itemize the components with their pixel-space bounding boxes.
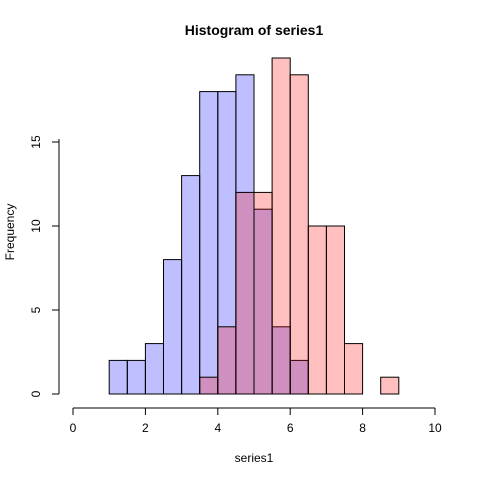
y-tick-label: 5 (29, 306, 43, 313)
x-tick-label: 6 (287, 421, 294, 435)
histogram-bar-series2-bin-6 (307, 225, 327, 395)
x-tick-label: 10 (428, 421, 442, 435)
y-tick-label: 10 (29, 219, 43, 233)
x-tick-label: 4 (214, 421, 221, 435)
histogram-bar-series2-bin-5 (289, 74, 309, 395)
x-tick-label: 2 (142, 421, 149, 435)
histogram-bar-series2-bin-2 (235, 191, 255, 395)
y-ticks-group: 0 5 10 15 (29, 135, 59, 397)
y-axis-label: Frequency (3, 204, 17, 261)
histogram-bar-series2-bin-0 (199, 376, 219, 395)
bars-group (108, 57, 400, 395)
histogram-bar-series2-bin-8 (344, 343, 364, 395)
histogram-bar-series1-bin-5 (199, 91, 219, 395)
histogram-bar-series2-bin-4 (271, 57, 291, 395)
y-tick-label: 15 (29, 135, 43, 149)
histogram-bar-series2-bin-3 (253, 191, 273, 395)
histogram-bar-series2-bin-9 (380, 376, 400, 395)
histogram-bar-series2-bin-7 (325, 225, 345, 395)
histogram-bar-series2-bin-1 (217, 326, 237, 395)
histogram-bar-series1-bin-3 (163, 259, 183, 395)
x-axis-label: series1 (235, 451, 274, 465)
x-tick-label: 8 (359, 421, 366, 435)
histogram-bar-series1-bin-2 (144, 343, 164, 395)
histogram-bar-series1-bin-4 (181, 175, 201, 395)
histogram-bar-series1-bin-1 (126, 359, 146, 395)
histogram-bar-series1-bin-0 (108, 359, 128, 395)
y-tick-label: 0 (29, 390, 43, 397)
x-ticks-group: 0 2 4 6 8 10 (70, 408, 442, 435)
chart-title: Histogram of series1 (185, 22, 324, 38)
x-tick-label: 0 (70, 421, 77, 435)
